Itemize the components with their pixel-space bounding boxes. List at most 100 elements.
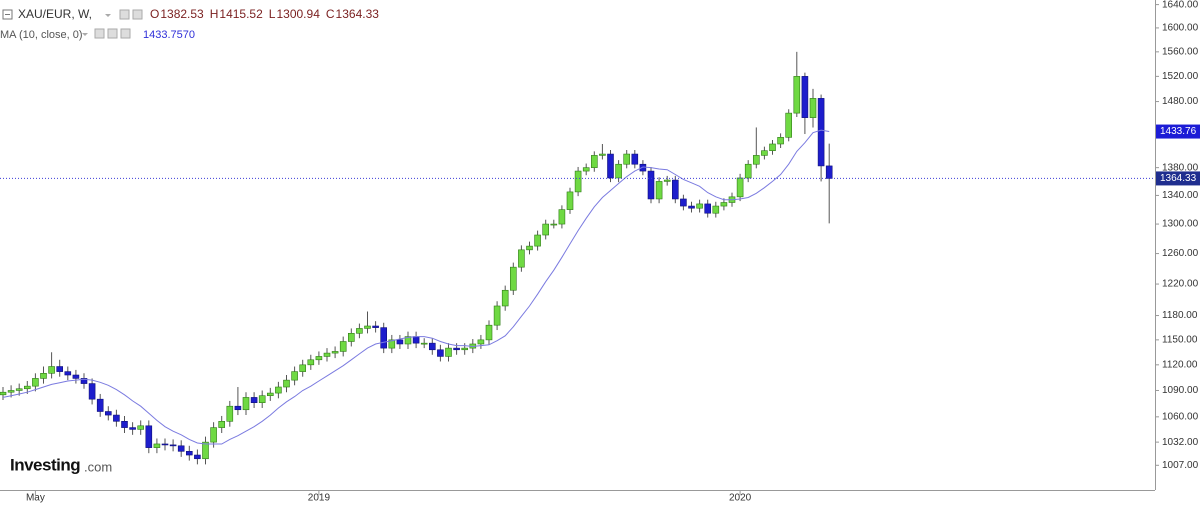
candle-body [307, 359, 315, 366]
candle-body [825, 165, 833, 179]
candle-body [388, 339, 396, 349]
candle-body [582, 167, 590, 172]
settings-icon[interactable] [119, 9, 130, 20]
candle-body [64, 371, 72, 376]
candle-body [534, 234, 541, 247]
candle-body [372, 325, 379, 328]
candle-body [631, 153, 639, 165]
candle-body [32, 378, 39, 387]
y-tick-label: 1480.00 [1162, 96, 1199, 107]
candle-body [396, 339, 404, 345]
candle-body [210, 427, 217, 443]
y-tick-label: 1220.00 [1162, 279, 1199, 290]
y-tick-label: 1640.00 [1162, 0, 1199, 10]
candle-body [615, 163, 622, 179]
candle-body [720, 202, 728, 207]
candle-body [258, 395, 266, 403]
candle-body [80, 378, 88, 384]
candle-body [428, 342, 436, 351]
candle-body [445, 347, 452, 357]
candle-body [607, 153, 614, 179]
candle-body [48, 366, 55, 374]
candle-body [266, 392, 274, 396]
dropdown-arrow[interactable] [82, 33, 88, 36]
ma-legend-name: MA (10, close, 0) [0, 29, 83, 41]
logo-name: Investing [10, 455, 80, 474]
y-tick-label: 1520.00 [1162, 71, 1199, 82]
y-tick-label: 1060.00 [1162, 411, 1199, 422]
candle-body [420, 342, 428, 345]
y-tick-label: 1560.00 [1162, 46, 1199, 57]
candle-body [113, 414, 120, 422]
candle-body [599, 153, 606, 156]
y-tick-label: 1150.00 [1162, 335, 1198, 346]
candle-body [501, 289, 509, 307]
candle-body [404, 336, 412, 345]
y-tick-label: 1007.00 [1162, 460, 1199, 471]
candle-body [493, 305, 501, 326]
candle-body [121, 421, 128, 428]
candle-body [347, 333, 355, 342]
candle-body [169, 444, 177, 447]
candle-body [542, 223, 550, 236]
candle-body [744, 163, 752, 179]
candle-body [129, 427, 136, 430]
logo: Investing .com [10, 455, 112, 474]
candle-body [56, 366, 64, 372]
candle-body [339, 341, 347, 352]
candle-body [275, 386, 282, 394]
ohlc-letter: C [326, 7, 335, 21]
candle-body [161, 443, 169, 446]
y-tick-label: 1600.00 [1162, 23, 1199, 34]
candle-body [680, 198, 687, 207]
candle-body [218, 421, 225, 428]
ohlc-value: 1415.52 [219, 7, 263, 21]
candle-body [793, 76, 801, 114]
dropdown-arrow[interactable] [105, 14, 111, 17]
x-tick-label: 2020 [729, 493, 752, 504]
y-tick-label: 1260.00 [1162, 248, 1199, 259]
x-tick-label: May [26, 493, 45, 504]
candle-body [485, 324, 493, 341]
candle-body [663, 179, 671, 182]
y-tick-label: 1090.00 [1162, 385, 1199, 396]
ma-legend-value: 1433.7570 [143, 29, 195, 41]
ohlc-value: 1364.33 [336, 7, 380, 21]
candle-body [23, 385, 31, 390]
candle-body [331, 351, 339, 354]
header: XAU/EUR, W, MA (10, close, 0) 1433.7570 [0, 7, 195, 41]
candle-body [550, 223, 558, 226]
x-tick-label: 2019 [308, 493, 331, 504]
candle-body [364, 325, 371, 329]
remove-icon[interactable] [120, 28, 131, 39]
candle-body [809, 98, 817, 118]
candle-body [145, 425, 153, 448]
candle-body [785, 112, 793, 138]
candle-body [590, 155, 598, 168]
ohlc-letter: O [150, 7, 159, 21]
candle-body [696, 203, 703, 209]
candle-body [96, 398, 104, 412]
hide-icon[interactable] [107, 28, 118, 39]
candle-body [574, 170, 582, 193]
hide-icon[interactable] [132, 9, 143, 20]
collapse-icon[interactable] [2, 9, 13, 20]
candle-body [647, 170, 655, 200]
symbol-title: XAU/EUR, W, [18, 7, 92, 21]
ohlc-value: 1300.94 [276, 7, 320, 21]
candle-body [323, 352, 331, 357]
candle-body [453, 347, 460, 351]
candle-body [356, 328, 363, 334]
settings-icon[interactable] [94, 28, 105, 39]
candle-body [623, 153, 631, 165]
ohlc-value: 1382.53 [160, 7, 204, 21]
candle-body [558, 209, 566, 225]
y-tick-label: 1380.00 [1162, 162, 1199, 173]
candle-body [153, 443, 161, 448]
candle-body [315, 356, 323, 361]
ohlc-letter: L [269, 7, 276, 21]
last-price-box [1156, 171, 1200, 186]
logo-suffix: .com [84, 459, 112, 474]
ma-price-box [1156, 124, 1200, 139]
